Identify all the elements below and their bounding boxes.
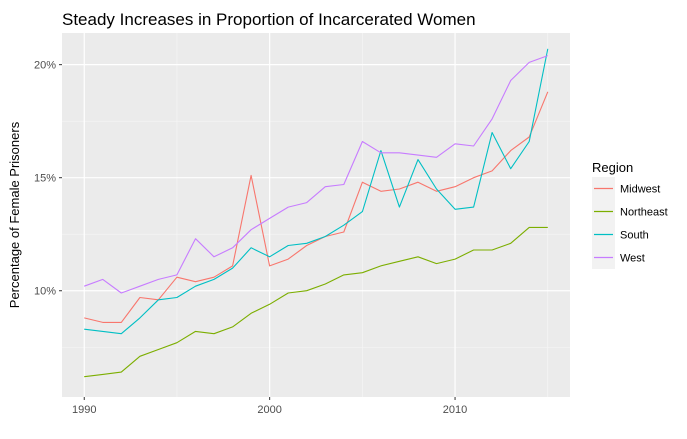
chart-title: Steady Increases in Proportion of Incarc… (62, 10, 476, 29)
legend-label-northeast: Northeast (620, 207, 668, 219)
y-tick-label: 20% (34, 60, 56, 72)
series-line-northeast (84, 226, 548, 378)
major-gridlines (62, 33, 570, 397)
x-tick-label: 2010 (443, 404, 467, 416)
x-axis: 1990 2000 2010 (72, 397, 467, 416)
minor-gridlines (62, 33, 570, 397)
plot-panel (62, 33, 570, 397)
series-line-west (84, 55, 548, 294)
y-tick-label: 15% (34, 173, 56, 185)
y-axis: 10% 15% 20% (34, 60, 62, 298)
series-line-midwest (84, 91, 549, 323)
legend-label-south: South (620, 230, 649, 242)
legend-label-west: West (620, 253, 645, 265)
x-tick-label: 1990 (72, 404, 96, 416)
legend-label-midwest: Midwest (620, 184, 660, 196)
series-line-south (84, 48, 549, 335)
y-axis-title: Percentage of Female Prisoners (7, 121, 22, 308)
y-tick-label: 10% (34, 286, 56, 298)
legend: Region Midwest Northeast South West (592, 160, 668, 269)
x-tick-label: 2000 (257, 404, 281, 416)
legend-title: Region (592, 160, 633, 175)
series-lines (84, 48, 549, 378)
